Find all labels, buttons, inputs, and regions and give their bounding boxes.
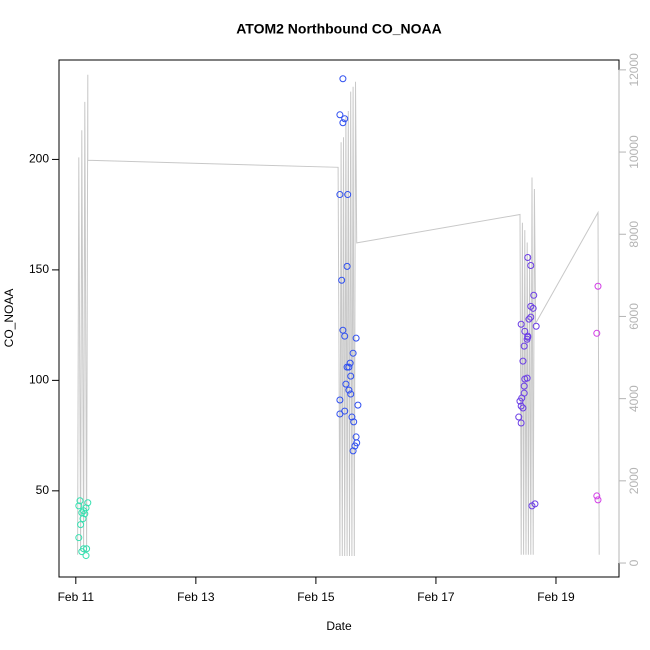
point (81, 510, 89, 518)
y2-tick-label: 10000 (627, 135, 641, 169)
point (83, 545, 91, 553)
point (519, 404, 527, 412)
point (524, 332, 532, 340)
point (344, 191, 352, 199)
point (352, 334, 360, 342)
point (84, 499, 92, 507)
point (349, 447, 357, 455)
point (354, 401, 362, 409)
point (343, 262, 351, 270)
altitude-line (77, 74, 600, 557)
x-tick-label: Feb 15 (297, 590, 335, 604)
point (338, 276, 346, 284)
point (336, 191, 344, 199)
point (351, 442, 359, 450)
point (594, 282, 602, 290)
point (517, 419, 525, 427)
point (529, 304, 537, 312)
point (521, 327, 529, 335)
point (527, 313, 535, 321)
x-axis-label: Date (326, 619, 352, 633)
y2-tick-label: 6000 (627, 303, 641, 330)
point (531, 500, 539, 508)
y-tick-label: 200 (29, 152, 49, 166)
point (347, 390, 355, 398)
point (532, 322, 540, 330)
point (593, 492, 601, 500)
x-tick-label: Feb 19 (537, 590, 575, 604)
point (520, 382, 528, 390)
x-tick-label: Feb 13 (177, 590, 215, 604)
chart-title: ATOM2 Northbound CO_NOAA (236, 21, 442, 37)
point (342, 380, 350, 388)
point (339, 75, 347, 83)
point (339, 119, 347, 127)
point (75, 502, 83, 510)
point (527, 261, 535, 269)
point (520, 342, 528, 350)
point (517, 320, 525, 328)
point (530, 291, 538, 299)
point (341, 332, 349, 340)
point (524, 254, 532, 262)
point (345, 386, 353, 394)
point (350, 418, 358, 426)
y2-tick-label: 2000 (627, 467, 641, 494)
point (515, 413, 523, 421)
y-tick-label: 150 (29, 262, 49, 276)
point (75, 534, 83, 542)
x-tick-label: Feb 17 (417, 590, 455, 604)
point (593, 329, 601, 337)
point (79, 515, 87, 523)
point (523, 335, 531, 343)
point (349, 349, 357, 357)
point (521, 375, 529, 383)
y2-tick-label: 4000 (627, 385, 641, 412)
y2-tick-label: 0 (627, 559, 641, 566)
point (525, 315, 533, 323)
point (517, 402, 525, 410)
point (336, 410, 344, 418)
point (341, 115, 349, 123)
y-axis-label: CO_NOAA (2, 289, 16, 348)
x-tick-label: Feb 11 (58, 590, 95, 604)
point (82, 552, 90, 560)
y2-tick-label: 12000 (627, 53, 641, 87)
y2-tick-label: 8000 (627, 221, 641, 248)
point (76, 497, 84, 505)
point (516, 397, 524, 405)
point (519, 357, 527, 365)
point (347, 372, 355, 380)
point (345, 363, 353, 371)
point (77, 521, 85, 529)
point (594, 496, 602, 504)
y-tick-label: 50 (36, 483, 50, 497)
point (336, 396, 344, 404)
point (336, 111, 344, 119)
y-tick-label: 100 (29, 373, 49, 387)
point (348, 413, 356, 421)
